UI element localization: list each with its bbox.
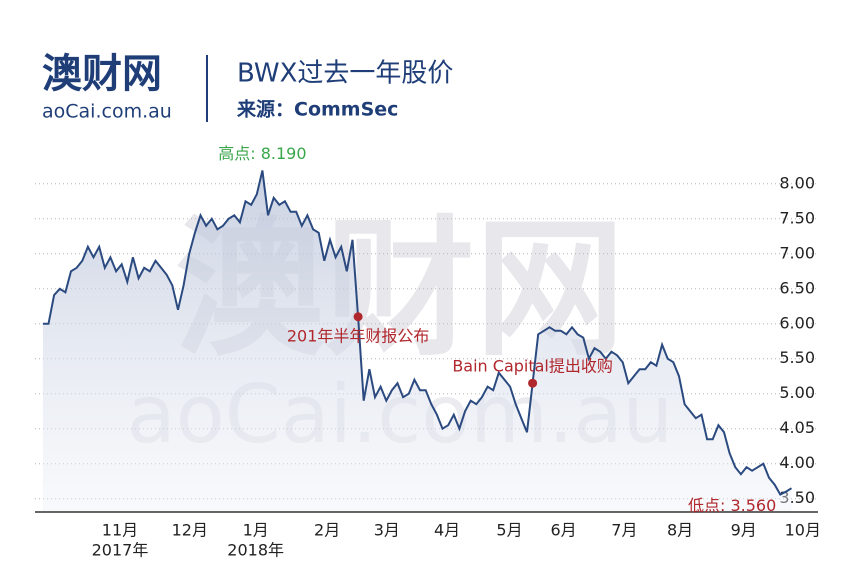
source: 来源：CommSec [237,98,398,121]
y-tick-label: 4.00 [779,453,815,472]
area [42,170,792,512]
y-tick-label: 4.05 [779,418,815,437]
x-tick-label: 7月 [611,521,637,540]
year-label: 2017年 [92,541,149,560]
y-tick-label: 7.00 [779,243,815,262]
y-tick-label: 8.00 [779,173,815,192]
logo: 澳财网 [42,51,162,97]
annotation: 低点: 3.560 [688,496,776,515]
year-label: 2018年 [227,541,284,560]
x-tick-label: 1月 [243,521,269,540]
annotation: 201年半年财报公布 [287,326,430,345]
x-tick-label: 11月 [102,521,138,540]
annotation: 高点: 8.190 [218,144,306,163]
price-line [42,170,793,496]
title: BWX过去一年股价 [237,59,453,89]
y-tick-label: 5.00 [779,383,815,402]
x-tick-label: 9月 [731,521,757,540]
event-dot [353,312,363,322]
x-tick-label: 3月 [374,521,400,540]
x-tick-label: 8月 [667,521,693,540]
y-tick-label: 5.50 [779,348,815,367]
x-tick-label: 2月 [314,521,340,540]
x-tick-label: 12月 [172,521,208,540]
logo-url: aoCai.com.au [42,101,172,123]
x-tick-label: 4月 [434,521,460,540]
annotation: Bain Capital提出收购 [452,357,613,376]
x-tick-label: 5月 [496,521,522,540]
y-tick-label: 7.50 [779,208,815,227]
y-tick-label: 6.00 [779,313,815,332]
y-tick-label: 6.50 [779,278,815,297]
event-dot [528,378,538,388]
x-tick-label: 6月 [550,521,576,540]
x-tick-label: 10月 [785,521,821,540]
